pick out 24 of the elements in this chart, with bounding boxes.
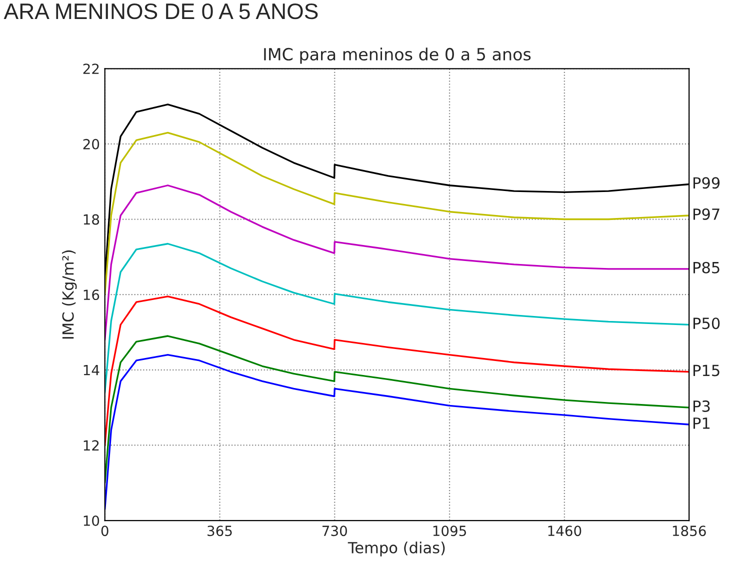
series-label: P1 [694, 418, 710, 429]
series-label: P15 [694, 364, 720, 376]
y-axis-title: IMC (Kg/m²) [62, 250, 77, 339]
y-tick-label: 20 [83, 138, 100, 150]
y-tick-label: 12 [84, 440, 99, 450]
series-label: P85 [694, 262, 720, 274]
x-tick-label: 730 [322, 526, 347, 536]
series-label: P99 [694, 177, 720, 189]
series-label: P97 [694, 208, 720, 220]
x-tick-label: 0 [101, 526, 108, 536]
y-tick-label: 10 [84, 515, 100, 526]
x-axis-title: Tempo (dias) [348, 542, 445, 556]
x-tick-label: 1095 [433, 526, 466, 536]
y-tick-label: 16 [84, 290, 100, 300]
x-tick-label: 1856 [672, 526, 706, 536]
y-tick-label: 18 [84, 214, 100, 225]
series-label: P3 [694, 400, 710, 412]
y-tick-label: 22 [83, 64, 99, 74]
x-tick-label: 365 [208, 526, 232, 536]
y-tick-label: 14 [84, 365, 100, 376]
x-tick-label: 1460 [548, 526, 582, 536]
text: ARA MENINOS DE 0 A 5 ANOS [4, 3, 318, 20]
series-label: P50 [694, 318, 720, 330]
chart-title: IMC para meninos de 0 a 5 anos [264, 48, 531, 64]
